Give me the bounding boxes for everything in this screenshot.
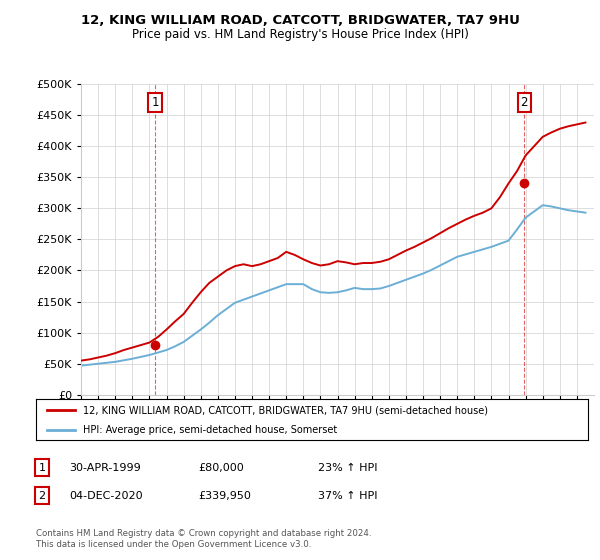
Text: 2: 2 xyxy=(38,491,46,501)
Text: Contains HM Land Registry data © Crown copyright and database right 2024.
This d: Contains HM Land Registry data © Crown c… xyxy=(36,529,371,549)
Text: 1: 1 xyxy=(38,463,46,473)
Text: 1: 1 xyxy=(151,96,159,109)
Text: 12, KING WILLIAM ROAD, CATCOTT, BRIDGWATER, TA7 9HU (semi-detached house): 12, KING WILLIAM ROAD, CATCOTT, BRIDGWAT… xyxy=(83,405,488,415)
Text: £80,000: £80,000 xyxy=(198,463,244,473)
Text: HPI: Average price, semi-detached house, Somerset: HPI: Average price, semi-detached house,… xyxy=(83,424,337,435)
Text: 2: 2 xyxy=(520,96,528,109)
Text: 30-APR-1999: 30-APR-1999 xyxy=(69,463,141,473)
Text: £339,950: £339,950 xyxy=(198,491,251,501)
Text: 04-DEC-2020: 04-DEC-2020 xyxy=(69,491,143,501)
Text: 12, KING WILLIAM ROAD, CATCOTT, BRIDGWATER, TA7 9HU: 12, KING WILLIAM ROAD, CATCOTT, BRIDGWAT… xyxy=(80,14,520,27)
Text: 23% ↑ HPI: 23% ↑ HPI xyxy=(318,463,377,473)
Text: 37% ↑ HPI: 37% ↑ HPI xyxy=(318,491,377,501)
Text: Price paid vs. HM Land Registry's House Price Index (HPI): Price paid vs. HM Land Registry's House … xyxy=(131,28,469,41)
